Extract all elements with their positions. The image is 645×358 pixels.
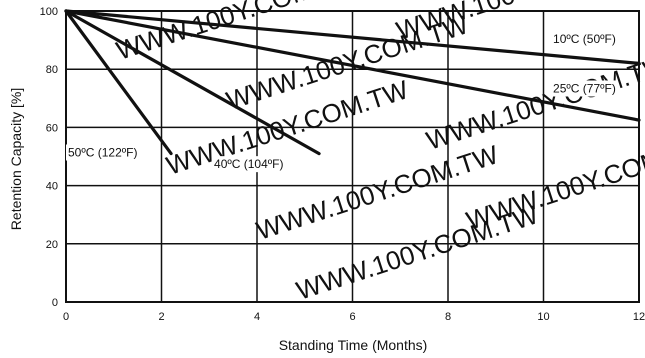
series-label-1: 25ºC (77ºF) — [553, 81, 616, 95]
y-tick-labels: 0 20 40 60 80 100 — [40, 6, 58, 309]
series-label-bg — [551, 80, 618, 97]
x-tick-label: 12 — [633, 311, 645, 323]
x-tick-labels: 0 2 4 6 8 10 12 — [63, 311, 645, 323]
series-label-2: 40ºC (104ºF) — [214, 157, 283, 171]
series-lines — [64, 9, 641, 156]
y-axis-title: Retention Capacity [%] — [8, 88, 24, 230]
x-tick-label: 4 — [254, 311, 260, 323]
series-label-0: 10ºC (50ºF) — [553, 32, 616, 46]
x-tick-label: 2 — [158, 311, 164, 323]
series-label-bg — [212, 156, 286, 173]
x-tick-label: 10 — [537, 311, 549, 323]
series-line-3 — [64, 9, 173, 156]
series-labels: 10ºC (50ºF) 25ºC (77ºF) 40ºC (104ºF) 50ºC (… — [66, 31, 618, 173]
y-tick-label: 60 — [46, 122, 58, 134]
x-tick-label: 0 — [63, 311, 69, 323]
x-tick-label: 6 — [349, 311, 355, 323]
series-label-3: 50ºC (122ºF) — [68, 146, 137, 160]
x-tick-label: 8 — [445, 311, 451, 323]
series-label-bg — [66, 144, 140, 161]
series-label-bg — [551, 31, 618, 48]
y-tick-label: 40 — [46, 181, 58, 193]
y-tick-label: 80 — [46, 64, 58, 76]
series-line-1 — [64, 9, 641, 122]
watermark-text: WWW.100Y.COM.TW — [423, 49, 645, 156]
y-tick-label: 20 — [46, 239, 58, 251]
series-line-2 — [64, 9, 321, 156]
y-tick-label: 0 — [52, 297, 58, 309]
y-tick-label: 100 — [40, 6, 58, 18]
series-line-0 — [64, 9, 641, 65]
x-axis-title: Standing Time (Months) — [279, 337, 428, 353]
